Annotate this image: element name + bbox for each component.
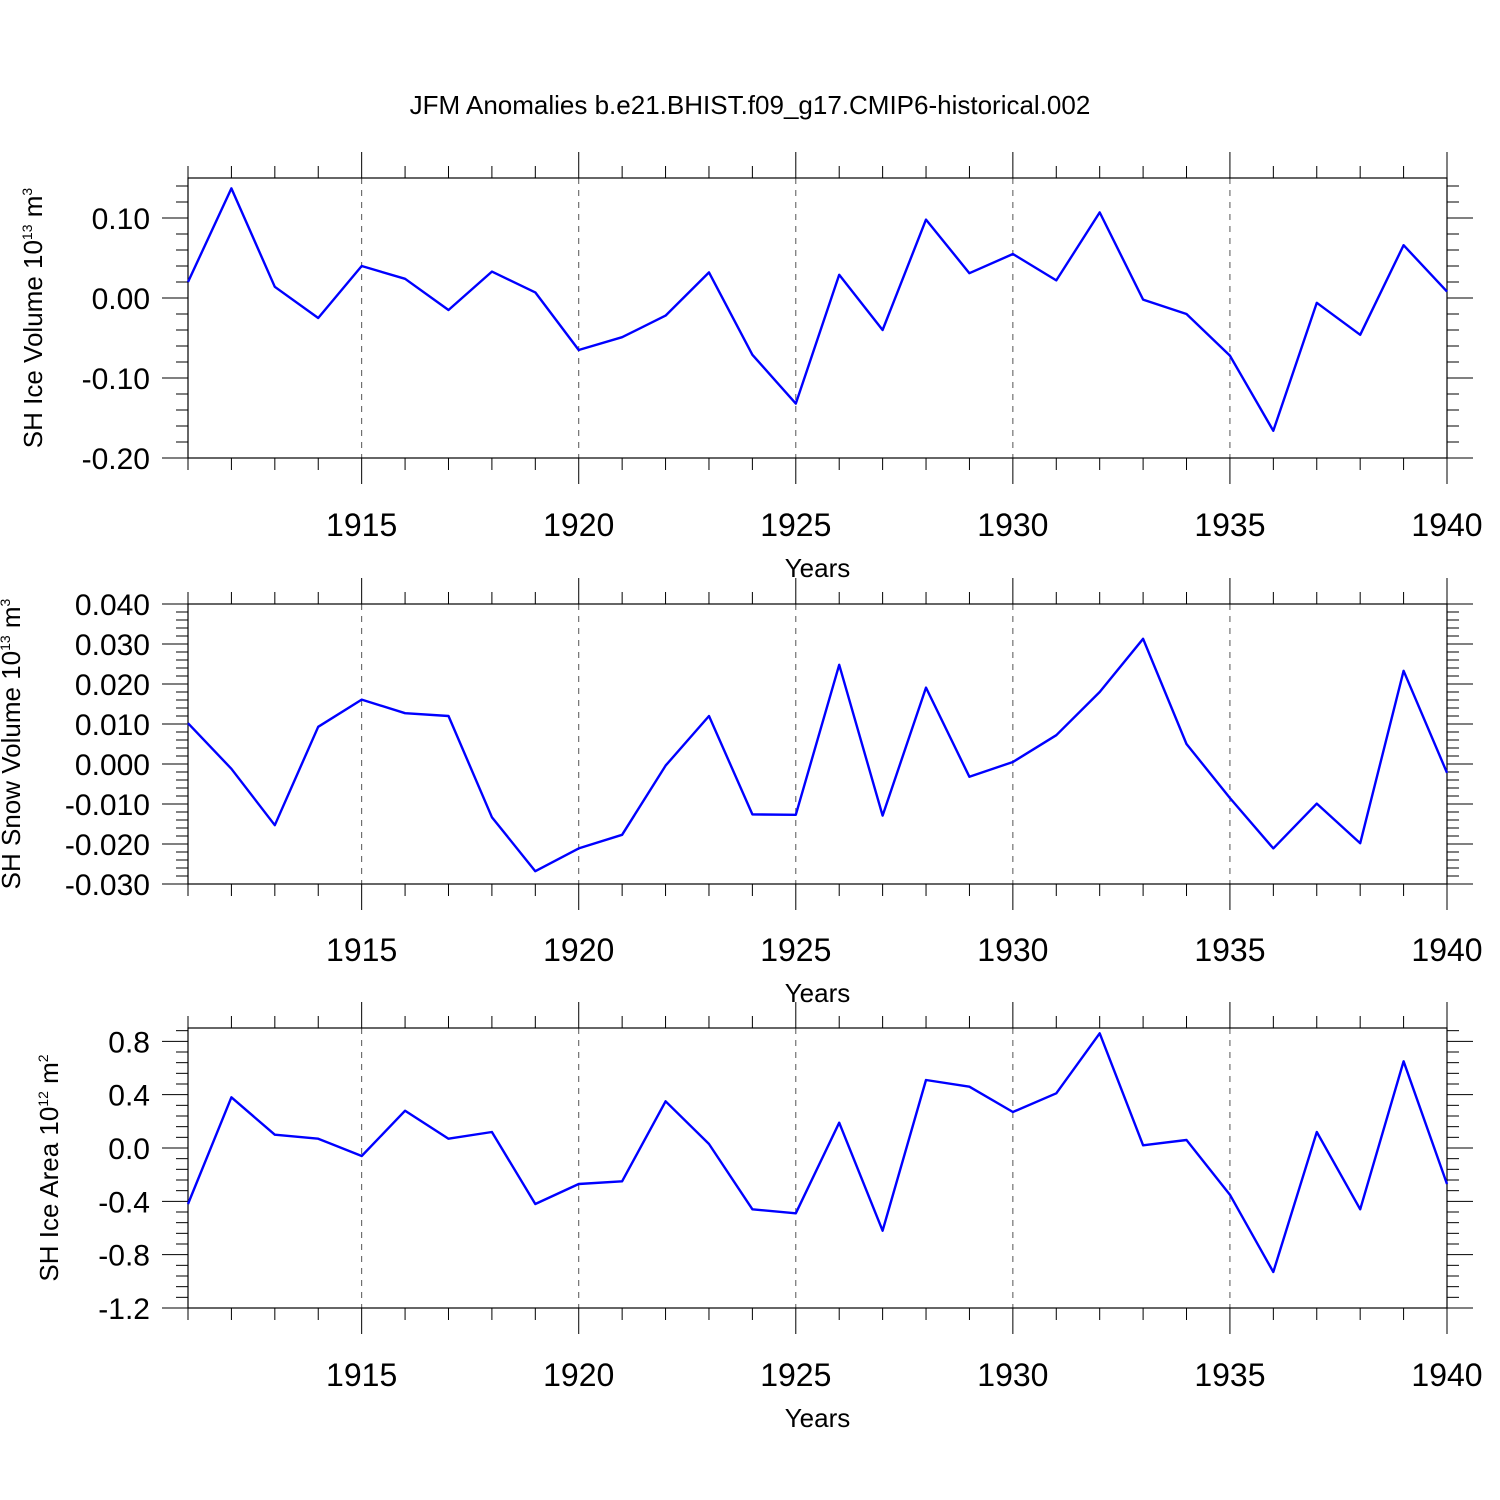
y-tick-label: 0.030	[75, 629, 150, 662]
y-tick-label: -0.10	[82, 363, 150, 396]
panel-snow-volume: 0.040 0.030 0.020 0.010 0.000 -0.010 -0.020 -0.…	[0, 578, 1483, 1008]
y-tick-label: -0.020	[65, 829, 150, 862]
x-tick-label: 1925	[760, 932, 831, 968]
series-line	[186, 1032, 1449, 1274]
y-tick-label: -1.2	[98, 1293, 150, 1326]
x-tick-label: 1935	[1194, 932, 1265, 968]
x-axis-label: Years	[785, 1403, 851, 1433]
y-tick-label: -0.010	[65, 789, 150, 822]
x-tick-label: 1940	[1411, 1357, 1482, 1393]
y-axis-label-part: m	[0, 606, 26, 635]
x-tick-label: 1940	[1411, 932, 1482, 968]
y-axis-label-part: SH Snow Volume 10	[0, 651, 26, 889]
x-tick-label: 1915	[326, 1357, 397, 1393]
x-tick-label: 1935	[1194, 507, 1265, 543]
plot-frame	[187, 177, 1448, 459]
x-tick-label: 1920	[543, 932, 614, 968]
x-tick-label: 1920	[543, 507, 614, 543]
y-tick-label: 0.8	[108, 1026, 150, 1059]
y-tick-label: -0.20	[82, 443, 150, 476]
x-tick-label: 1915	[326, 932, 397, 968]
y-tick-label: 0.00	[92, 283, 150, 316]
plot-frame	[187, 603, 1448, 885]
series-line	[187, 637, 1449, 873]
y-tick-label: 0.000	[75, 749, 150, 782]
y-tick-label: -0.8	[98, 1240, 150, 1273]
x-tick-label: 1925	[760, 507, 831, 543]
y-axis-label: SH Ice Area 1012 m2	[34, 1054, 64, 1281]
y-axis-label-exponent: 3	[0, 598, 13, 606]
x-tick-label: 1920	[543, 1357, 614, 1393]
y-axis-label-part: SH Ice Volume 10	[18, 240, 48, 448]
x-tick-label: 1930	[977, 932, 1048, 968]
y-axis-label-exponent: 12	[35, 1091, 51, 1107]
x-axis-label: Years	[785, 553, 851, 583]
series-line	[186, 187, 1448, 432]
chart-title: JFM Anomalies b.e21.BHIST.f09_g17.CMIP6-…	[410, 90, 1091, 120]
y-axis-label-exponent: 3	[19, 188, 35, 196]
y-axis-label-exponent: 13	[0, 635, 13, 651]
y-tick-label: 0.020	[75, 669, 150, 702]
y-tick-label: 0.010	[75, 709, 150, 742]
x-tick-label: 1935	[1194, 1357, 1265, 1393]
y-axis-label-part: m	[18, 196, 48, 225]
plot-frame	[187, 1027, 1448, 1309]
y-axis-label-exponent: 2	[35, 1054, 51, 1062]
x-tick-label: 1930	[977, 507, 1048, 543]
y-tick-label: -0.030	[65, 869, 150, 902]
y-axis-label-part: m	[34, 1062, 64, 1091]
y-tick-label: 0.4	[108, 1080, 150, 1113]
x-tick-label: 1915	[326, 507, 397, 543]
y-tick-label: 0.10	[92, 203, 150, 236]
x-tick-label: 1940	[1411, 507, 1482, 543]
y-tick-label: 0.040	[75, 589, 150, 622]
panel-ice-volume: 0.10 0.00 -0.10 -0.20 1915 1920 1925 1930 1935 19…	[18, 152, 1483, 583]
y-tick-label: 0.0	[108, 1133, 150, 1166]
y-axis-label: SH Snow Volume 1013 m3	[0, 598, 26, 889]
x-tick-label: 1925	[760, 1357, 831, 1393]
x-tick-label: 1930	[977, 1357, 1048, 1393]
x-axis-label: Years	[785, 978, 851, 1008]
panel-ice-area: 0.8 0.4 0.0 -0.4 -0.8 -1.2 1915 1920 1925 1930 193…	[34, 1002, 1483, 1433]
y-axis-label-exponent: 13	[19, 224, 35, 240]
y-axis-label-part: SH Ice Area 10	[34, 1107, 64, 1282]
y-tick-label: -0.4	[98, 1186, 150, 1219]
y-axis-label: SH Ice Volume 1013 m3	[18, 188, 48, 449]
